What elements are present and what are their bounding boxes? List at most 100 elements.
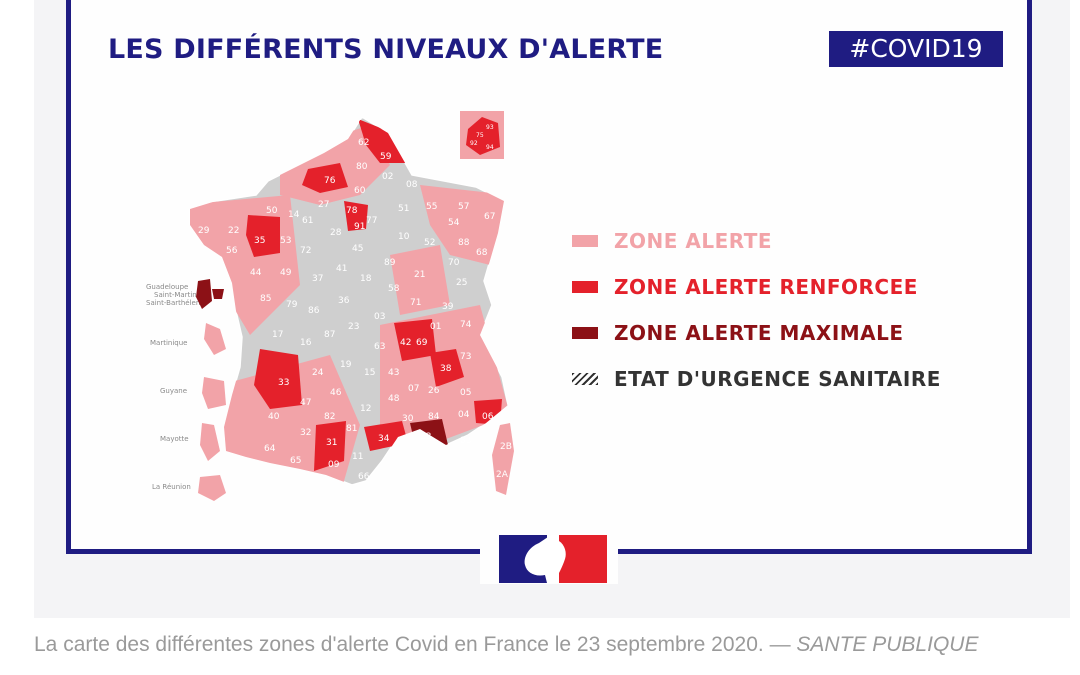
legend-item: ZONE ALERTE [572, 218, 941, 264]
svg-text:2A: 2A [496, 470, 509, 480]
infographic-frame [66, 0, 1032, 554]
svg-text:16: 16 [300, 338, 312, 348]
svg-text:22: 22 [228, 226, 239, 236]
svg-text:38: 38 [440, 364, 452, 374]
legend-label: ZONE ALERTE [614, 229, 773, 253]
svg-text:83: 83 [460, 436, 471, 446]
svg-text:05: 05 [460, 388, 471, 398]
svg-text:10: 10 [398, 232, 410, 242]
reunion-shape [198, 475, 226, 501]
marianne-logo-icon [499, 535, 607, 583]
svg-text:86: 86 [308, 306, 320, 316]
svg-text:59: 59 [380, 152, 392, 162]
france-alert-map: 62 59 80 76 02 08 60 27 78 77 91 51 55 5… [146, 111, 514, 501]
svg-text:73: 73 [460, 352, 471, 362]
zone-renforcee-ille-et-vilaine [246, 215, 280, 257]
legend-item: ETAT D'URGENCE SANITAIRE [572, 356, 941, 402]
svg-text:68: 68 [476, 248, 488, 258]
legend-swatch [572, 235, 598, 247]
zone-alerte-northeast [420, 185, 508, 265]
zone-renforcee-ile-de-france [344, 201, 368, 231]
svg-text:26: 26 [428, 386, 440, 396]
svg-text:91: 91 [354, 222, 365, 232]
svg-text:65: 65 [290, 456, 301, 466]
paris-inset-departments [466, 117, 500, 155]
department-number-labels: 62 59 80 76 02 08 60 27 78 77 91 51 55 5… [198, 138, 512, 482]
svg-text:06: 06 [482, 412, 494, 422]
svg-text:Saint-Barthélemy: Saint-Barthélemy [146, 299, 207, 307]
zone-renforcee-gironde [254, 349, 302, 409]
svg-text:85: 85 [260, 294, 271, 304]
svg-text:11: 11 [352, 452, 363, 462]
svg-text:63: 63 [374, 342, 385, 352]
svg-text:01: 01 [430, 322, 441, 332]
corsica [492, 423, 514, 495]
svg-text:Martinique: Martinique [150, 339, 187, 347]
alert-zone-regions [190, 119, 508, 485]
svg-text:37: 37 [312, 274, 323, 284]
svg-text:87: 87 [324, 330, 335, 340]
legend-hatch-swatch [572, 373, 598, 385]
svg-text:49: 49 [280, 268, 292, 278]
svg-text:02: 02 [382, 172, 393, 182]
svg-text:36: 36 [338, 296, 350, 306]
svg-text:77: 77 [366, 216, 377, 226]
svg-text:Guadeloupe: Guadeloupe [146, 283, 188, 291]
zone-renforcee-isere [430, 349, 464, 387]
svg-text:34: 34 [378, 434, 390, 444]
martinique-shape [204, 323, 226, 355]
svg-text:Mayotte: Mayotte [160, 435, 189, 443]
svg-text:41: 41 [336, 264, 347, 274]
svg-text:75: 75 [476, 132, 484, 139]
svg-text:13: 13 [420, 432, 431, 442]
svg-text:53: 53 [280, 236, 291, 246]
svg-text:07: 07 [408, 384, 419, 394]
svg-text:55: 55 [426, 202, 437, 212]
zone-renforcee-haute-garonne [314, 421, 346, 471]
svg-text:24: 24 [312, 368, 324, 378]
svg-text:80: 80 [356, 162, 368, 172]
svg-text:42: 42 [400, 338, 411, 348]
svg-text:39: 39 [442, 302, 454, 312]
caption-credit: SANTE PUBLIQUE [796, 633, 979, 656]
zone-alerte-centre-east [390, 245, 450, 315]
svg-text:76: 76 [324, 176, 336, 186]
paris-inset: 93 75 92 94 [460, 111, 504, 159]
svg-text:32: 32 [300, 428, 311, 438]
svg-text:2B: 2B [500, 442, 512, 452]
svg-text:Saint-Martin: Saint-Martin [154, 291, 197, 299]
svg-text:79: 79 [286, 300, 298, 310]
svg-text:66: 66 [358, 472, 370, 482]
overseas-territories: Guadeloupe Saint-Martin Saint-Barthélemy… [146, 279, 226, 501]
svg-text:12: 12 [360, 404, 371, 414]
svg-text:51: 51 [398, 204, 409, 214]
svg-text:94: 94 [486, 144, 494, 151]
svg-text:60: 60 [354, 186, 366, 196]
svg-text:88: 88 [458, 238, 470, 248]
svg-text:62: 62 [358, 138, 369, 148]
svg-text:50: 50 [266, 206, 278, 216]
svg-text:67: 67 [484, 212, 495, 222]
svg-text:30: 30 [402, 414, 414, 424]
svg-text:18: 18 [360, 274, 372, 284]
legend-swatch [572, 281, 598, 293]
svg-text:74: 74 [460, 320, 472, 330]
legend-label: ETAT D'URGENCE SANITAIRE [614, 367, 941, 391]
zone-renforcee-nord [358, 119, 406, 163]
svg-text:58: 58 [388, 284, 400, 294]
svg-text:81: 81 [346, 424, 357, 434]
guadeloupe-shape [196, 279, 224, 309]
svg-text:04: 04 [458, 410, 470, 420]
svg-text:78: 78 [346, 206, 358, 216]
svg-text:28: 28 [330, 228, 342, 238]
infographic-title: LES DIFFÉRENTS NIVEAUX D'ALERTE [108, 34, 664, 65]
svg-text:54: 54 [448, 218, 460, 228]
svg-text:43: 43 [388, 368, 399, 378]
svg-text:15: 15 [364, 368, 375, 378]
caption-text: La carte des différentes zones d'alerte … [34, 633, 797, 656]
svg-text:33: 33 [278, 378, 289, 388]
svg-text:56: 56 [226, 246, 238, 256]
svg-text:Guyane: Guyane [160, 387, 187, 395]
legend-label: ZONE ALERTE MAXIMALE [614, 321, 904, 345]
svg-text:69: 69 [416, 338, 428, 348]
